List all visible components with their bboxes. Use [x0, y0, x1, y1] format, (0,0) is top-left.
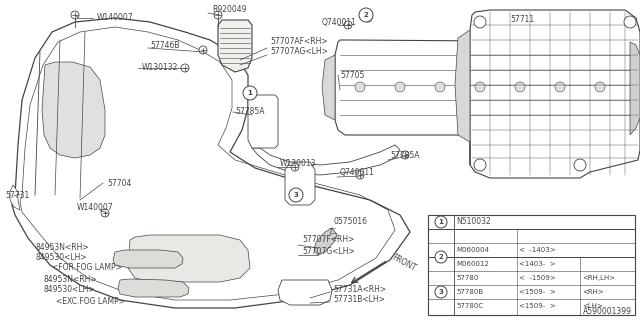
Text: Q740011: Q740011	[322, 18, 357, 27]
Polygon shape	[455, 30, 470, 165]
Circle shape	[214, 11, 222, 19]
Bar	[428, 215, 635, 315]
Text: 57704: 57704	[107, 180, 131, 188]
Polygon shape	[118, 279, 189, 297]
Text: 57707AF<RH>: 57707AF<RH>	[270, 37, 328, 46]
Text: 84953N<RH>: 84953N<RH>	[36, 244, 90, 252]
Circle shape	[289, 188, 303, 202]
Text: <EXC.FOG LAMP>: <EXC.FOG LAMP>	[56, 298, 125, 307]
Circle shape	[574, 159, 586, 171]
Text: 57780B: 57780B	[456, 289, 483, 295]
Text: 3: 3	[438, 289, 444, 295]
Text: <1509-  >: <1509- >	[519, 289, 556, 295]
Circle shape	[401, 151, 409, 159]
Text: M060004: M060004	[456, 247, 489, 253]
Text: N510032: N510032	[456, 218, 491, 227]
Circle shape	[199, 46, 207, 54]
Text: 2: 2	[364, 12, 369, 18]
Text: 2: 2	[438, 254, 444, 260]
Circle shape	[474, 159, 486, 171]
Circle shape	[356, 171, 364, 179]
Text: <1403-  >: <1403- >	[519, 261, 556, 267]
Polygon shape	[285, 162, 315, 205]
Text: 1: 1	[438, 219, 444, 225]
Text: 57780C: 57780C	[456, 303, 483, 309]
Polygon shape	[10, 185, 20, 210]
Text: <  -1509>: < -1509>	[519, 275, 556, 281]
Polygon shape	[218, 20, 252, 72]
Polygon shape	[335, 40, 635, 135]
Circle shape	[359, 8, 373, 22]
Polygon shape	[470, 10, 640, 178]
Polygon shape	[248, 95, 278, 148]
Circle shape	[291, 163, 299, 171]
Text: 57785A: 57785A	[390, 151, 419, 161]
Circle shape	[624, 16, 636, 28]
Text: 57731B<LH>: 57731B<LH>	[333, 295, 385, 305]
Text: 57707F<RH>: 57707F<RH>	[302, 236, 355, 244]
Text: 849530<LH>: 849530<LH>	[36, 253, 88, 262]
Text: <FOR FOG LAMP>: <FOR FOG LAMP>	[52, 263, 122, 273]
Polygon shape	[42, 62, 105, 158]
Polygon shape	[314, 228, 337, 255]
Circle shape	[435, 251, 447, 263]
Text: FRONT: FRONT	[390, 253, 417, 273]
Circle shape	[555, 82, 565, 92]
Text: 84953N<RH>: 84953N<RH>	[44, 276, 98, 284]
Polygon shape	[252, 145, 400, 175]
Circle shape	[355, 82, 365, 92]
Circle shape	[515, 82, 525, 92]
Text: W130013: W130013	[280, 158, 317, 167]
Text: <RH>: <RH>	[582, 289, 604, 295]
Circle shape	[435, 286, 447, 298]
Text: <RH,LH>: <RH,LH>	[582, 275, 615, 281]
Text: 57711: 57711	[510, 15, 534, 25]
Text: 57705: 57705	[340, 70, 364, 79]
Text: <1509-  >: <1509- >	[519, 303, 556, 309]
Polygon shape	[278, 280, 332, 305]
Circle shape	[181, 64, 189, 72]
Circle shape	[595, 82, 605, 92]
Text: 849530<LH>: 849530<LH>	[44, 285, 95, 294]
Circle shape	[344, 21, 352, 29]
Polygon shape	[128, 235, 250, 282]
Text: 57785A: 57785A	[235, 108, 264, 116]
Text: R920049: R920049	[212, 5, 246, 14]
Circle shape	[243, 86, 257, 100]
Text: 0575016: 0575016	[333, 218, 367, 227]
Circle shape	[71, 11, 79, 19]
Text: 57707G<LH>: 57707G<LH>	[302, 247, 355, 257]
Text: <  -1403>: < -1403>	[519, 247, 556, 253]
Text: A590001399: A590001399	[583, 307, 632, 316]
Polygon shape	[113, 250, 183, 268]
Text: 57731A<RH>: 57731A<RH>	[333, 285, 386, 294]
Text: 1: 1	[248, 90, 252, 96]
Text: <LH>: <LH>	[582, 303, 603, 309]
Text: W130132: W130132	[142, 63, 179, 73]
Text: W140007: W140007	[97, 13, 134, 22]
Circle shape	[474, 16, 486, 28]
Text: Q740011: Q740011	[340, 169, 375, 178]
Circle shape	[435, 216, 447, 228]
Text: 57707AG<LH>: 57707AG<LH>	[270, 47, 328, 57]
Text: 57746B: 57746B	[150, 41, 179, 50]
Circle shape	[435, 82, 445, 92]
Circle shape	[395, 82, 405, 92]
Text: 57731: 57731	[5, 191, 29, 201]
Text: W140007: W140007	[77, 204, 114, 212]
Text: 57780: 57780	[456, 275, 478, 281]
Text: M060012: M060012	[456, 261, 489, 267]
Text: 3: 3	[294, 192, 298, 198]
Polygon shape	[322, 55, 335, 120]
Polygon shape	[12, 18, 410, 308]
Circle shape	[475, 82, 485, 92]
Circle shape	[364, 14, 372, 22]
Circle shape	[101, 209, 109, 217]
Polygon shape	[630, 42, 640, 135]
